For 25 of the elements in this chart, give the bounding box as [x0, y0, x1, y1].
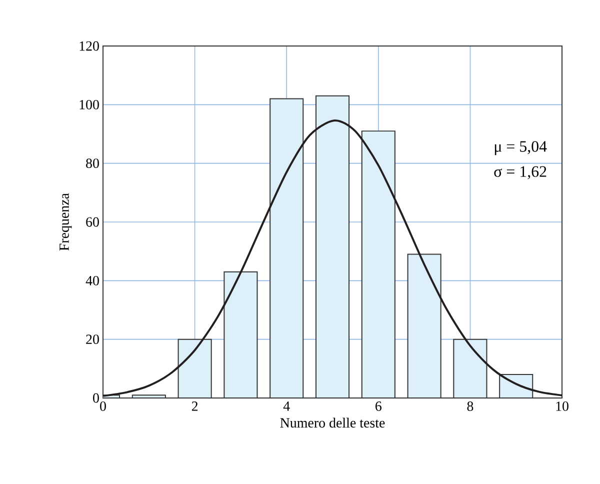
y-tick-label: 20 — [86, 334, 99, 344]
x-axis-title: Numero delle teste — [280, 418, 385, 428]
y-tick-label: 100 — [80, 100, 99, 110]
bar — [454, 339, 487, 398]
y-tick-label: 60 — [86, 217, 99, 227]
x-tick-label: 8 — [467, 402, 474, 411]
line-series — [103, 120, 562, 397]
y-axis-title: Frequenza — [60, 193, 72, 251]
x-tick-label: 2 — [192, 402, 198, 411]
x-tick-label: 0 — [100, 402, 106, 411]
x-tick-label: 4 — [283, 402, 290, 411]
y-tick-label: 40 — [86, 276, 99, 286]
bar — [270, 98, 304, 398]
bar — [316, 96, 350, 398]
bar — [178, 339, 212, 398]
bar — [408, 254, 441, 398]
bar — [224, 272, 258, 398]
x-tick-label: 10 — [556, 402, 568, 411]
annotation: σ = 1,62 — [494, 166, 546, 180]
y-tick-label: 0 — [93, 393, 99, 403]
x-tick-label: 6 — [376, 402, 382, 411]
bar — [362, 131, 395, 398]
annotation: μ = 5,04 — [494, 141, 547, 156]
y-tick-label: 80 — [86, 158, 99, 168]
y-tick-label: 120 — [80, 41, 99, 51]
